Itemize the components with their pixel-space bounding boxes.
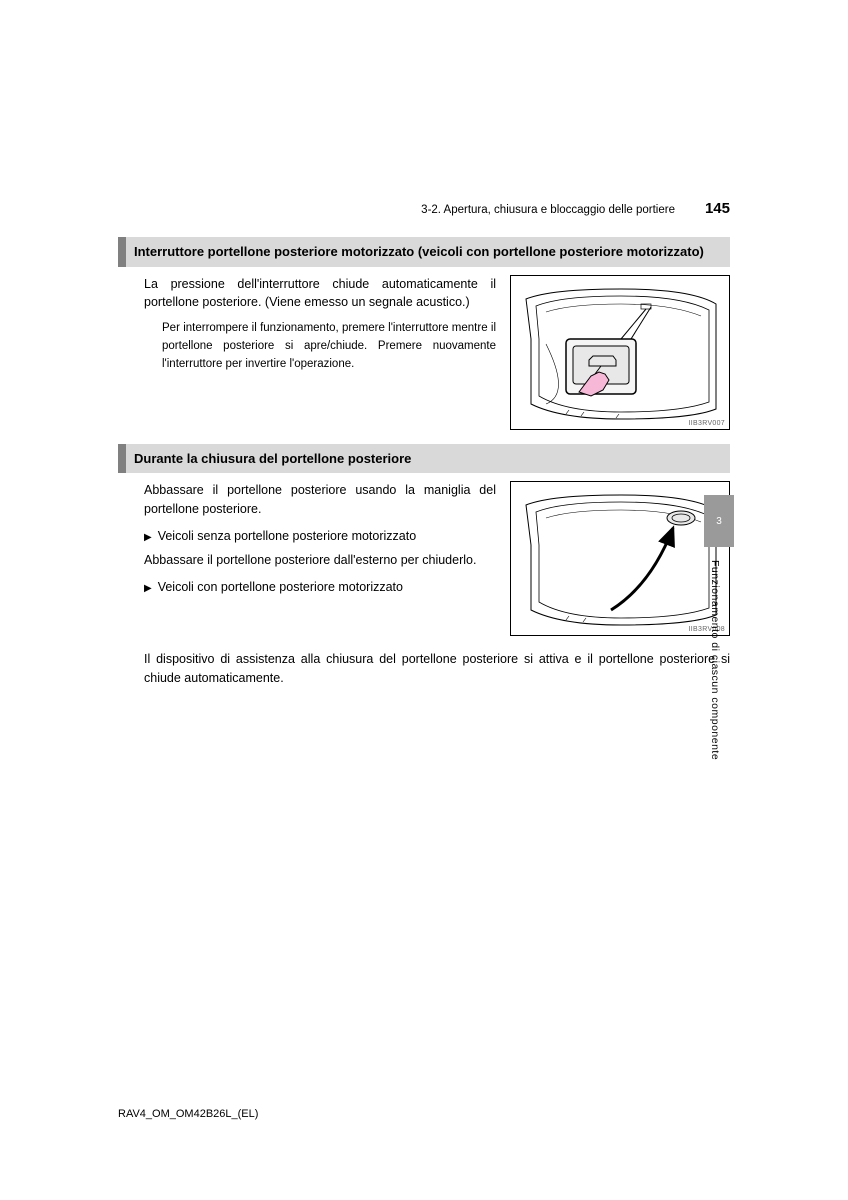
liftgate-illustration-icon: [521, 284, 721, 424]
bullet-2-text: Veicoli con portellone posteriore motori…: [158, 578, 496, 597]
section2-p1: Abbassare il portellone posteriore usand…: [144, 481, 496, 519]
chapter-side-label: Funzionamento di ciascun componente: [709, 560, 721, 760]
page-number: 145: [705, 200, 730, 217]
liftgate-closing-illustration-icon: [521, 490, 721, 630]
chapter-tab: 3: [704, 495, 734, 547]
figure-1: IIB3RV007: [510, 275, 730, 430]
bullet-1-text: Veicoli senza portellone posteriore moto…: [158, 527, 496, 546]
bullet-1: ▶ Veicoli senza portellone posteriore mo…: [144, 527, 496, 546]
section2-footnote: Il dispositivo di assistenza alla chiusu…: [118, 650, 730, 688]
page-header: 3-2. Apertura, chiusura e bloccaggio del…: [118, 200, 730, 217]
figure-1-code: IIB3RV007: [689, 420, 725, 427]
breadcrumb: 3-2. Apertura, chiusura e bloccaggio del…: [421, 204, 675, 216]
triangle-bullet-icon: ▶: [144, 578, 152, 597]
section-heading-2: Durante la chiusura del portellone poste…: [118, 444, 730, 474]
triangle-bullet-icon: ▶: [144, 527, 152, 546]
section2-text: Abbassare il portellone posteriore usand…: [144, 481, 496, 636]
figure-2: IIB3RV008: [510, 481, 730, 636]
section1-p1: La pressione dell'interruttore chiude au…: [144, 275, 496, 313]
section2-p2: Abbassare il portellone posteriore dall'…: [144, 551, 496, 570]
bullet-2: ▶ Veicoli con portellone posteriore moto…: [144, 578, 496, 597]
section1-sub: Per interrompere il funzionamento, preme…: [144, 320, 496, 373]
section-heading-1: Interruttore portellone posteriore motor…: [118, 237, 730, 267]
section1-text: La pressione dell'interruttore chiude au…: [144, 275, 496, 430]
chapter-tab-number: 3: [716, 516, 722, 527]
document-code: RAV4_OM_OM42B26L_(EL): [118, 1108, 258, 1120]
